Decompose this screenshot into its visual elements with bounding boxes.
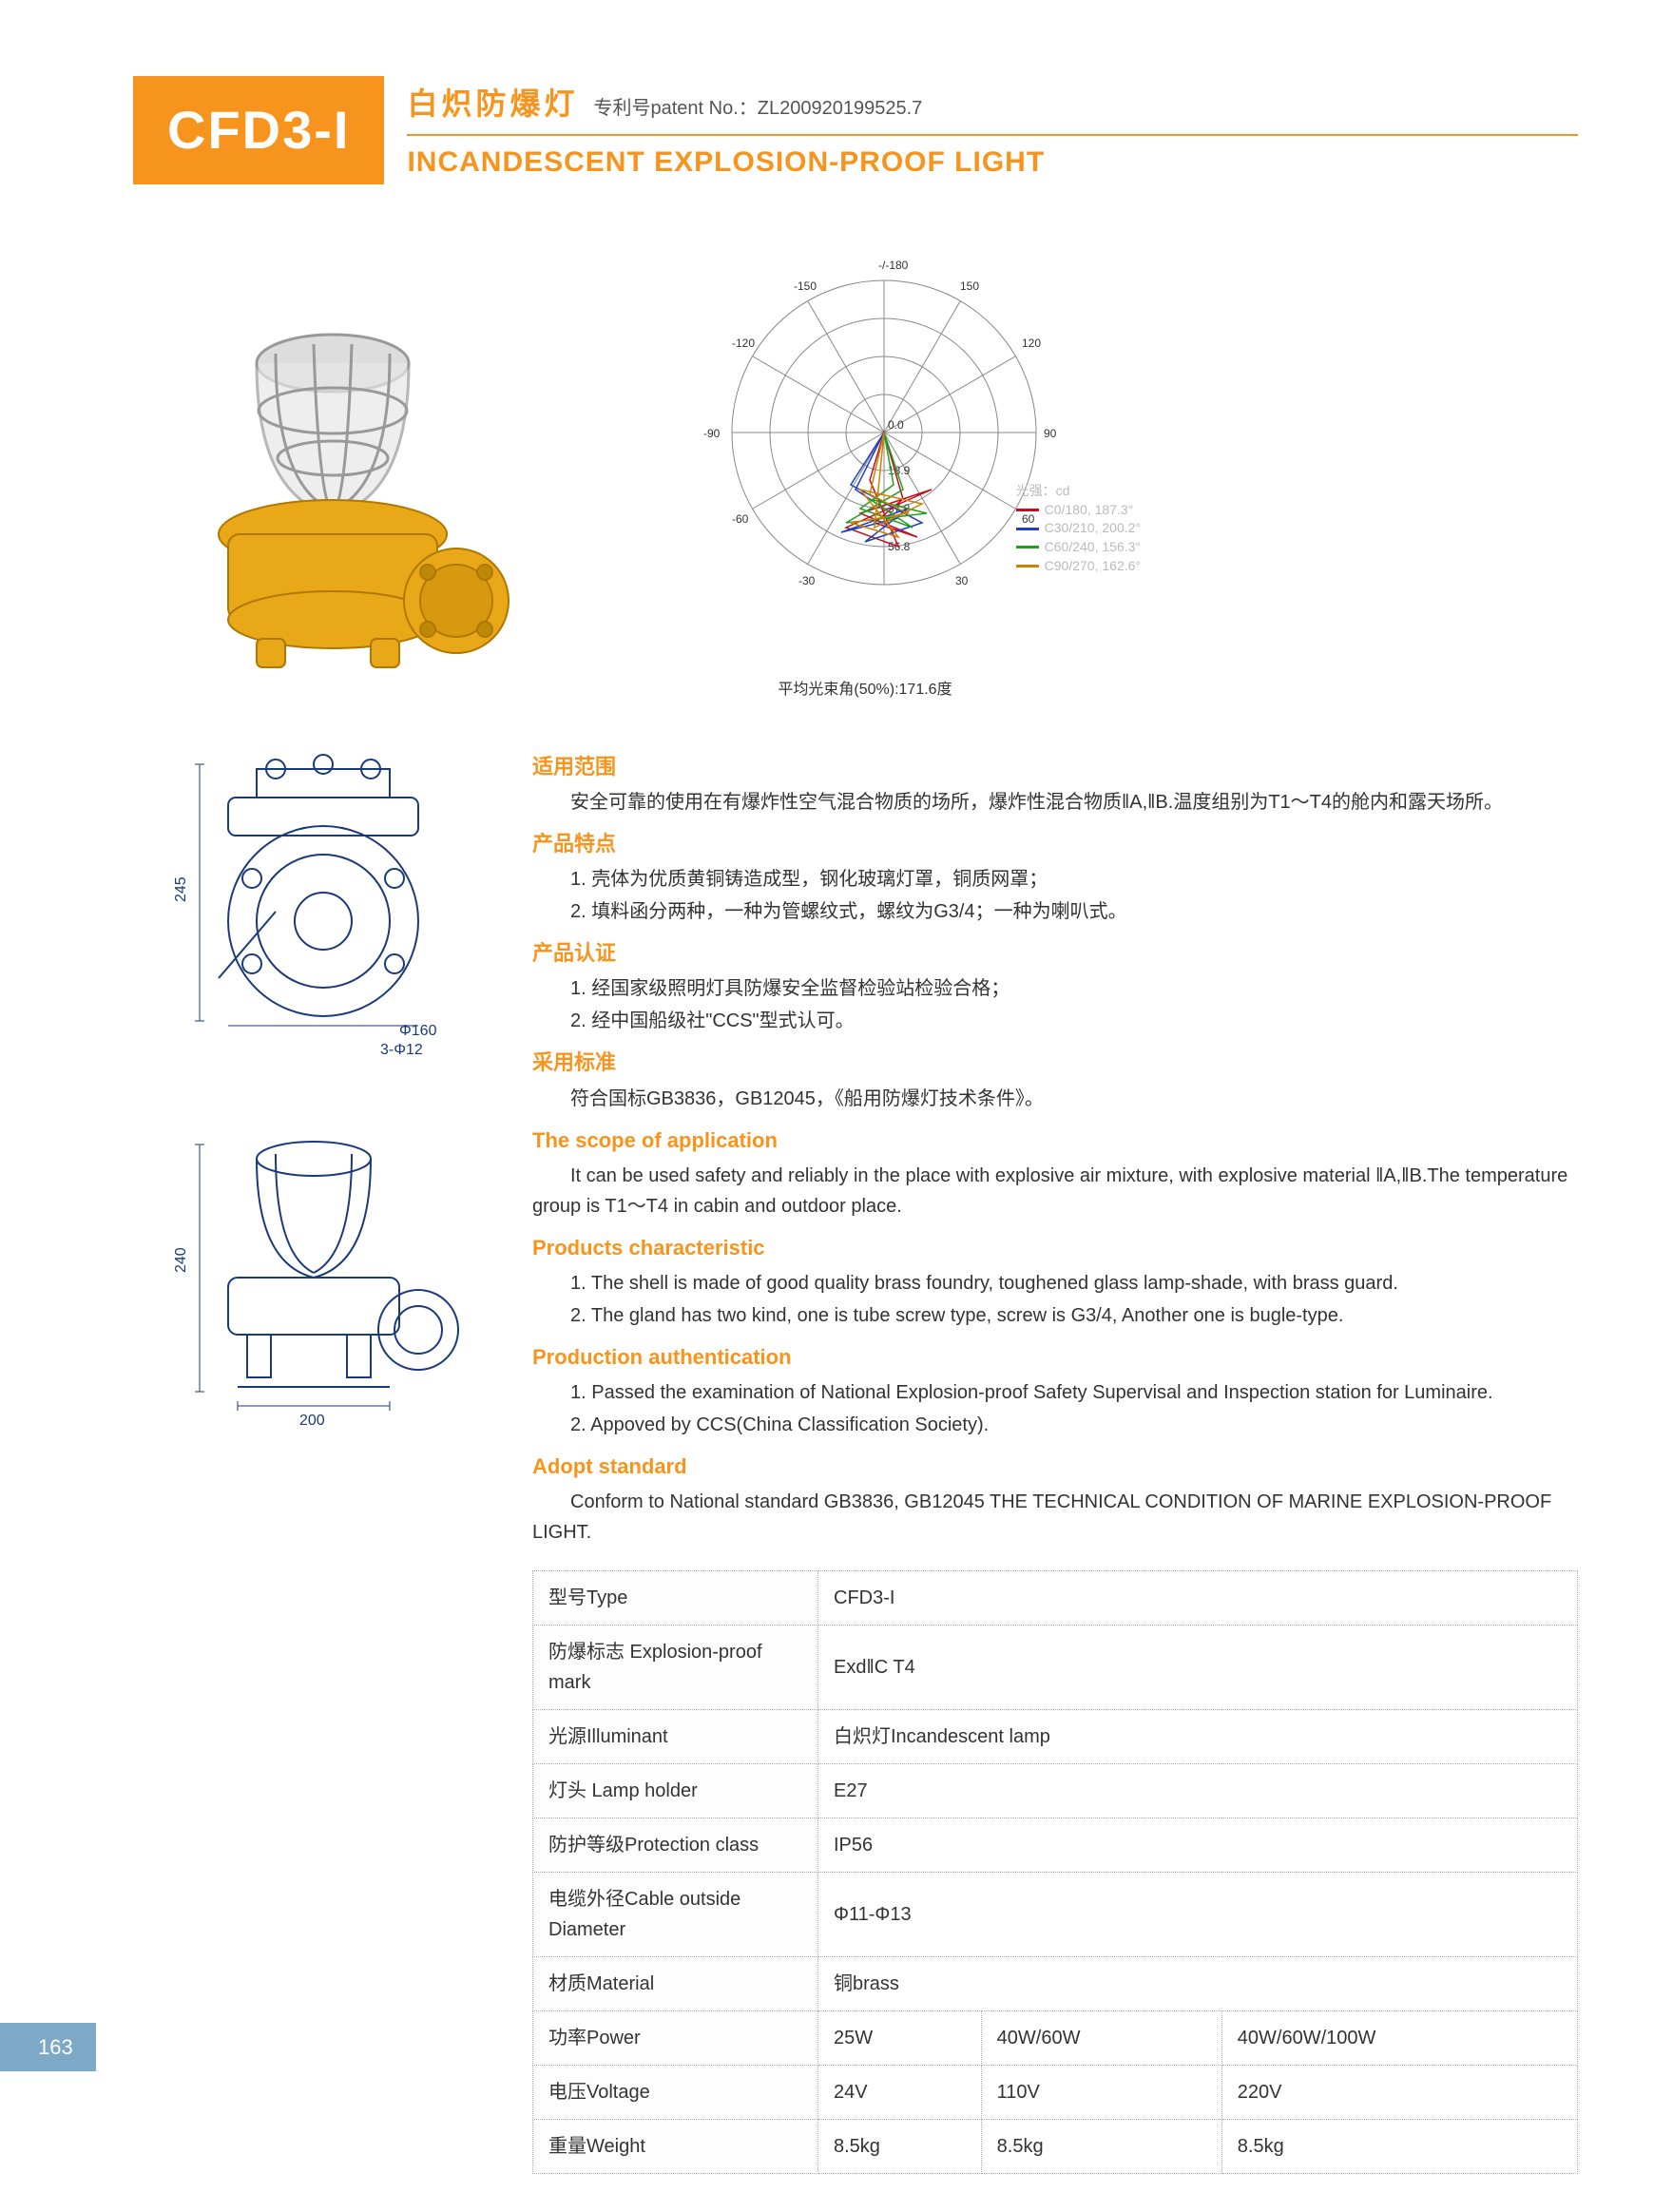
table-label: 灯头 Lamp holder [533, 1764, 818, 1818]
svg-text:-60: -60 [732, 512, 749, 526]
table-label: 电缆外径Cable outside Diameter [533, 1873, 818, 1957]
table-row: 材质Material铜brass [533, 1957, 1578, 2011]
table-label: 光源Illuminant [533, 1710, 818, 1764]
table-label: 电压Voltage [533, 2066, 818, 2120]
scope-en-title: The scope of application [532, 1124, 1578, 1157]
table-label: 防爆标志 Explosion-proof mark [533, 1625, 818, 1710]
table-value: 白炽灯Incandescent lamp [818, 1710, 1578, 1764]
feat-en-2: 2. The gland has two kind, one is tube s… [532, 1300, 1578, 1331]
feat-en-1: 1. The shell is made of good quality bra… [532, 1268, 1578, 1298]
table-label: 材质Material [533, 1957, 818, 2011]
title-en: INCANDESCENT EXPLOSION-PROOF LIGHT [407, 140, 1578, 185]
table-value: 8.5kg [818, 2120, 982, 2174]
auth-en-title: Production authentication [532, 1340, 1578, 1374]
page-number: 163 [0, 2023, 96, 2071]
table-row: 灯头 Lamp holderE27 [533, 1764, 1578, 1818]
drawing-side-view: 240 200 [133, 1102, 494, 1453]
table-row: 防护等级Protection classIP56 [533, 1818, 1578, 1873]
svg-text:120: 120 [1022, 337, 1041, 350]
patent-number: 专利号patent No.：ZL200920199525.7 [593, 93, 922, 124]
std-en-title: Adopt standard [532, 1450, 1578, 1483]
scope-cn-text: 安全可靠的使用在有爆炸性空气混合物质的场所，爆炸性混合物质‖A,‖B.温度组别为… [532, 787, 1578, 817]
table-value: 铜brass [818, 1957, 1578, 2011]
feat-cn-1: 1. 壳体为优质黄铜铸造成型，钢化玻璃灯罩，铜质网罩； [532, 864, 1578, 894]
table-row: 防爆标志 Explosion-proof markExd‖C T4 [533, 1625, 1578, 1710]
svg-text:245: 245 [173, 876, 189, 902]
svg-text:-90: -90 [703, 427, 721, 440]
table-row: 电缆外径Cable outside DiameterΦ11-Φ13 [533, 1873, 1578, 1957]
table-row: 型号TypeCFD3-I [533, 1571, 1578, 1625]
polar-caption: 平均光束角(50%):171.6度 [627, 678, 1103, 702]
svg-text:30: 30 [955, 574, 969, 587]
table-value: Φ11-Φ13 [818, 1873, 1578, 1957]
table-row: 电压Voltage24V110V220V [533, 2066, 1578, 2120]
table-row: 功率Power25W40W/60W40W/60W/100W [533, 2011, 1578, 2066]
svg-text:-/-180: -/-180 [878, 259, 909, 272]
scope-cn-title: 适用范围 [532, 750, 1578, 783]
text-column: 适用范围 安全可靠的使用在有爆炸性空气混合物质的场所，爆炸性混合物质‖A,‖B.… [532, 741, 1578, 2175]
auth-en-1: 1. Passed the examination of National Ex… [532, 1377, 1578, 1408]
title-block: 白炽防爆灯 专利号patent No.：ZL200920199525.7 INC… [407, 76, 1578, 185]
polar-legend: 光强：cd C0/180, 187.3° C30/210, 200.2° C60… [1016, 482, 1141, 575]
page-header: CFD3-I 白炽防爆灯 专利号patent No.：ZL20092019952… [133, 76, 1578, 185]
table-label: 防护等级Protection class [533, 1818, 818, 1873]
svg-text:150: 150 [960, 279, 979, 293]
svg-text:200: 200 [299, 1413, 325, 1429]
table-value: IP56 [818, 1818, 1578, 1873]
table-value: 25W [818, 2011, 982, 2066]
table-row: 光源Illuminant白炽灯Incandescent lamp [533, 1710, 1578, 1764]
polar-diagram-block: 0.0 18.9 37.8 56.8 -/-180 -150 150 -120 … [627, 233, 1103, 702]
std-en-text: Conform to National standard GB3836, GB1… [532, 1487, 1578, 1548]
table-row: 重量Weight8.5kg8.5kg8.5kg [533, 2120, 1578, 2174]
table-value: 8.5kg [981, 2120, 1221, 2174]
svg-text:3-Φ12: 3-Φ12 [380, 1042, 423, 1058]
table-label: 型号Type [533, 1571, 818, 1625]
std-cn-title: 采用标准 [532, 1046, 1578, 1079]
table-value: 220V [1221, 2066, 1577, 2120]
svg-text:90: 90 [1044, 427, 1057, 440]
feat-cn-2: 2. 填料函分两种，一种为管螺纹式，螺纹为G3/4；一种为喇叭式。 [532, 896, 1578, 927]
svg-text:-30: -30 [798, 574, 816, 587]
table-label: 功率Power [533, 2011, 818, 2066]
scope-en-text: It can be used safety and reliably in th… [532, 1161, 1578, 1221]
table-value: 24V [818, 2066, 982, 2120]
title-divider [407, 134, 1578, 136]
table-value: 40W/60W/100W [1221, 2011, 1577, 2066]
auth-cn-2: 2. 经中国船级社"CCS"型式认可。 [532, 1006, 1578, 1036]
table-label: 重量Weight [533, 2120, 818, 2174]
svg-text:240: 240 [173, 1247, 189, 1273]
svg-text:-120: -120 [732, 337, 755, 350]
auth-cn-title: 产品认证 [532, 936, 1578, 970]
technical-drawings: 245 Φ160 3-Φ12 [133, 741, 494, 2175]
auth-en-2: 2. Appoved by CCS(China Classification S… [532, 1410, 1578, 1440]
std-cn-text: 符合国标GB3836，GB12045，《船用防爆灯技术条件》。 [532, 1084, 1578, 1114]
table-value: Exd‖C T4 [818, 1625, 1578, 1710]
polar-diagram: 0.0 18.9 37.8 56.8 -/-180 -150 150 -120 … [665, 233, 1103, 670]
svg-text:0.0: 0.0 [888, 418, 904, 432]
title-cn: 白炽防爆灯 [407, 80, 578, 128]
table-value: E27 [818, 1764, 1578, 1818]
table-value: 40W/60W [981, 2011, 1221, 2066]
table-value: 8.5kg [1221, 2120, 1577, 2174]
top-image-row: 0.0 18.9 37.8 56.8 -/-180 -150 150 -120 … [133, 233, 1578, 702]
svg-text:56.8: 56.8 [888, 540, 911, 553]
svg-text:-150: -150 [794, 279, 817, 293]
model-badge: CFD3-I [133, 76, 384, 184]
drawing-top-view: 245 Φ160 3-Φ12 [133, 741, 494, 1073]
auth-cn-1: 1. 经国家级照明灯具防爆安全监督检验站检验合格； [532, 973, 1578, 1004]
product-photo [133, 249, 570, 686]
content-row: 245 Φ160 3-Φ12 [133, 741, 1578, 2175]
table-value: CFD3-I [818, 1571, 1578, 1625]
feat-cn-title: 产品特点 [532, 827, 1578, 860]
specs-table: 型号TypeCFD3-I防爆标志 Explosion-proof markExd… [532, 1570, 1578, 2174]
table-value: 110V [981, 2066, 1221, 2120]
legend-title: 光强：cd [1016, 482, 1070, 501]
feat-en-title: Products characteristic [532, 1231, 1578, 1264]
